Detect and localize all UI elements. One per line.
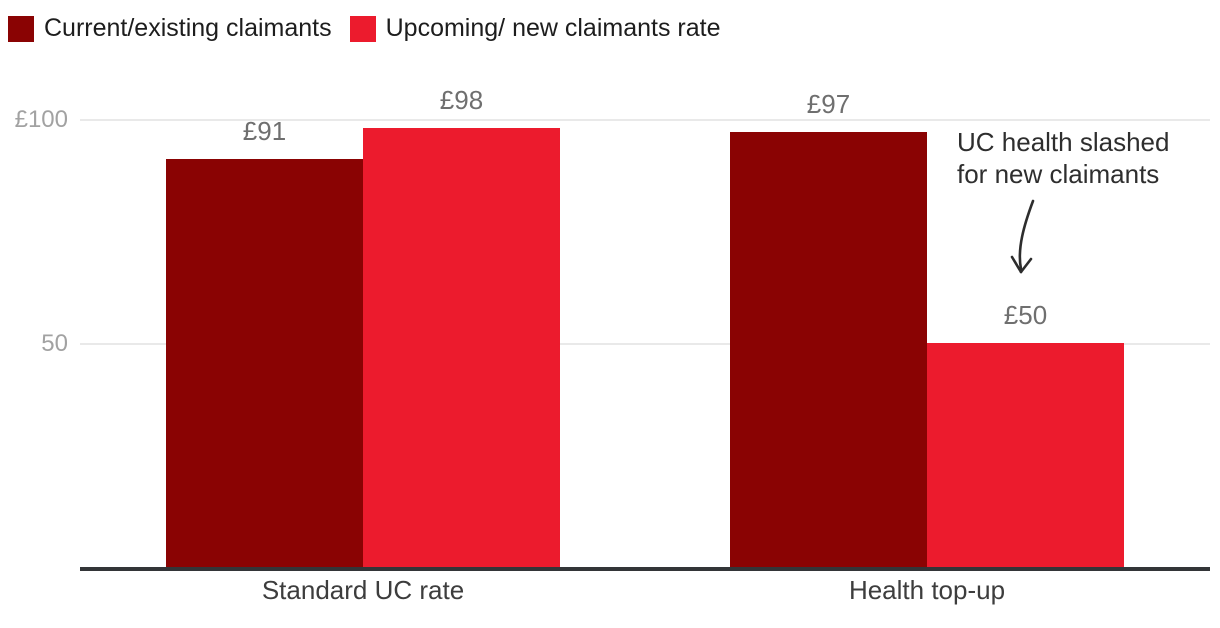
y-tick-label-50: 50: [41, 330, 68, 357]
y-tick-label-100: £100: [14, 106, 68, 133]
bar-value-label: £97: [806, 89, 851, 119]
annotation-line-1: UC health slashed: [957, 127, 1170, 157]
bar-standard-uc-rate-series-2: [363, 128, 560, 567]
legend-swatch-icon: [349, 15, 376, 42]
legend-item-1: Current/existing claimants: [8, 14, 332, 43]
legend: Current/existing claimants Upcoming/ new …: [8, 14, 721, 43]
bar-health-top-up-series-1: [730, 132, 927, 567]
annotation-arrow-icon: [1010, 199, 1035, 274]
x-axis-line: [80, 567, 1210, 571]
bar-value-label: £91: [242, 116, 287, 146]
bar-value-label: £50: [1003, 300, 1048, 330]
x-category-label-1: Standard UC rate: [261, 575, 465, 605]
x-category-label-2: Health top-up: [848, 575, 1006, 605]
annotation-text: UC health slashed for new claimants: [957, 126, 1212, 190]
legend-item-2: Upcoming/ new claimants rate: [349, 14, 721, 43]
bar-value-label: £98: [439, 85, 484, 115]
legend-swatch-icon: [8, 15, 34, 42]
annotation-line-2: for new claimants: [957, 159, 1160, 189]
bar-standard-uc-rate-series-1: [166, 159, 363, 567]
gridline-100: [80, 119, 1210, 121]
gridline-50: [80, 343, 1210, 345]
bar-health-top-up-series-2: [927, 343, 1124, 567]
legend-label: Current/existing claimants: [44, 14, 332, 42]
legend-label: Upcoming/ new claimants rate: [385, 14, 721, 42]
